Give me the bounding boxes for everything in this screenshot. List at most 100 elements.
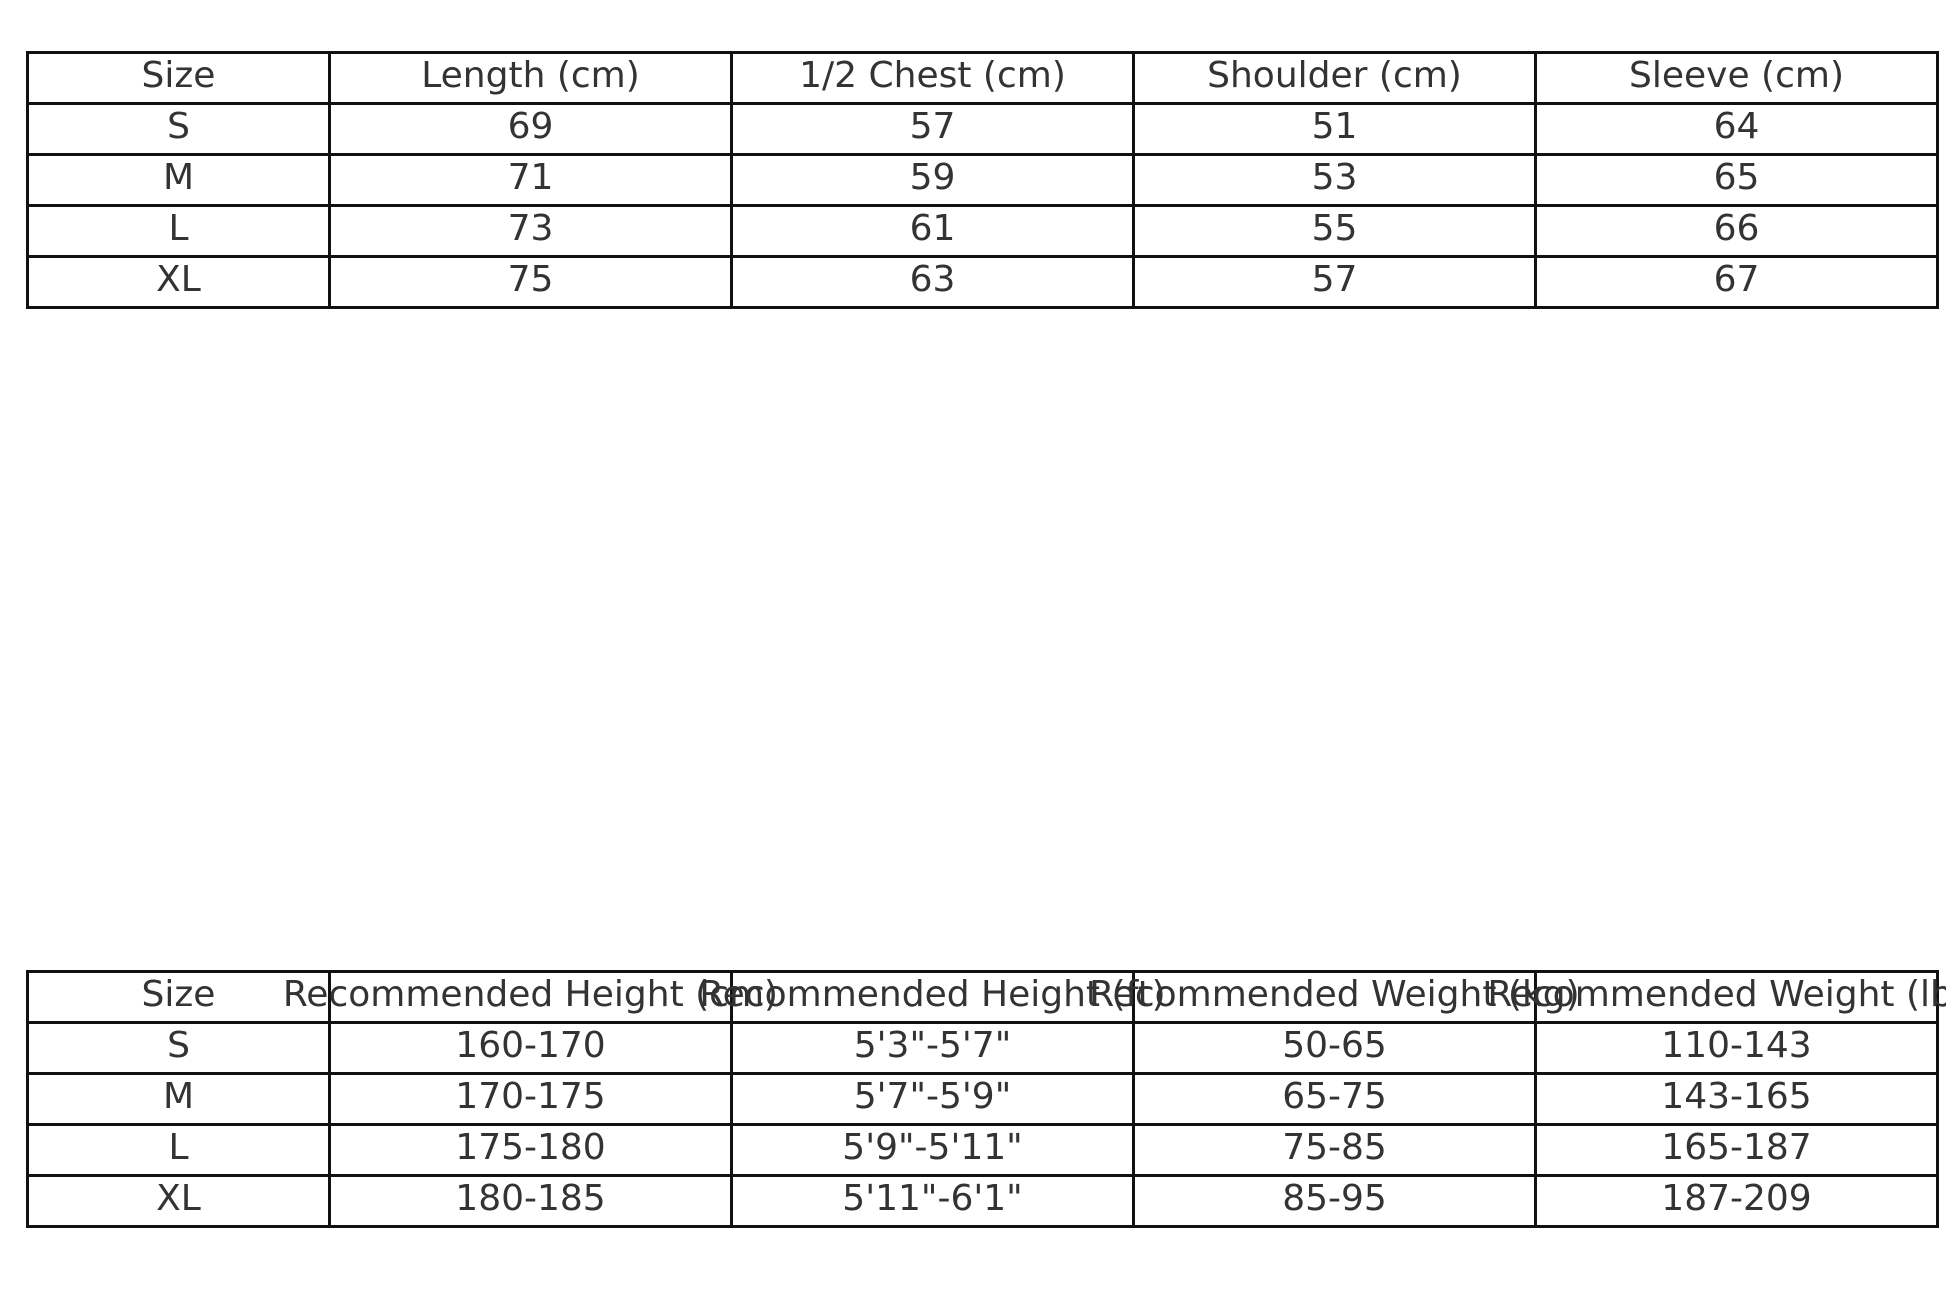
table-cell: 160-170	[328, 1021, 733, 1075]
table-cell: 143-165	[1534, 1072, 1939, 1126]
table-cell: 180-185	[328, 1174, 733, 1228]
table-cell: 61	[730, 204, 1135, 258]
table-cell: 187-209	[1534, 1174, 1939, 1228]
column-header: Size	[26, 970, 331, 1024]
cell-value: 143-165	[1661, 1076, 1812, 1118]
cell-value: L	[168, 208, 189, 250]
cell-value: S	[167, 106, 190, 148]
table-cell: 59	[730, 153, 1135, 207]
cell-value: M	[162, 157, 195, 199]
header-label: 1/2 Chest (cm)	[799, 55, 1066, 97]
cell-value: 180-185	[455, 1178, 606, 1220]
cell-value: M	[162, 1076, 195, 1118]
table-cell: 51	[1132, 102, 1537, 156]
cell-value: 51	[1311, 106, 1358, 148]
header-label: Recommended Height (ft)	[699, 974, 1166, 1016]
column-header: Recommended Weight (kg)	[1089, 970, 1580, 1024]
table-cell: 55	[1132, 204, 1537, 258]
header-row: Size Recommended Height (cm) Recommended H…	[26, 970, 1946, 1024]
table-cell: 50-65	[1132, 1021, 1537, 1075]
table-cell: XL	[26, 1174, 331, 1228]
column-header: Recommended Height (ft)	[699, 970, 1166, 1024]
header-label: Recommended Weight (kg)	[1089, 974, 1580, 1016]
cell-value: 5'11"-6'1"	[842, 1178, 1023, 1220]
column-header: Recommended Height (cm)	[283, 970, 778, 1024]
header-label: Shoulder (cm)	[1207, 55, 1462, 97]
table-cell: M	[26, 1072, 331, 1126]
cell-value: 71	[507, 157, 554, 199]
cell-value: 61	[909, 208, 956, 250]
cell-value: 73	[507, 208, 554, 250]
header-row: Size Length (cm) 1/2 Chest (cm) Shoulder (c…	[26, 51, 1939, 105]
table-cell: 71	[328, 153, 733, 207]
table-cell: 64	[1534, 102, 1939, 156]
table-row: S 69 57 51 64	[26, 102, 1939, 156]
cell-value: 64	[1713, 106, 1760, 148]
table-cell: XL	[26, 255, 331, 309]
cell-value: 50-65	[1282, 1025, 1387, 1067]
cell-value: XL	[156, 259, 201, 301]
table-cell: S	[26, 1021, 331, 1075]
cell-value: 160-170	[455, 1025, 606, 1067]
table-row: L 73 61 55 66	[26, 204, 1939, 258]
cell-value: 75	[507, 259, 554, 301]
cell-value: 65-75	[1282, 1076, 1387, 1118]
table-cell: S	[26, 102, 331, 156]
cell-value: 67	[1713, 259, 1760, 301]
cell-value: 66	[1713, 208, 1760, 250]
table-cell: 65-75	[1132, 1072, 1537, 1126]
column-header: Shoulder (cm)	[1132, 51, 1537, 105]
cell-value: 170-175	[455, 1076, 606, 1118]
cell-value: 5'3"-5'7"	[853, 1025, 1012, 1067]
table-cell: 53	[1132, 153, 1537, 207]
table-cell: 170-175	[328, 1072, 733, 1126]
table-cell: 165-187	[1534, 1123, 1939, 1177]
header-label: Recommended Weight (lbs)	[1487, 974, 1946, 1016]
table-row: XL 75 63 57 67	[26, 255, 1939, 309]
table-cell: 57	[730, 102, 1135, 156]
cell-value: 5'9"-5'11"	[842, 1127, 1023, 1169]
table-cell: 66	[1534, 204, 1939, 258]
measurements-table: Size Length (cm) 1/2 Chest (cm) Shoulder (c…	[26, 51, 1939, 309]
header-label: Length (cm)	[421, 55, 640, 97]
table-row: M 170-175 5'7"-5'9" 65-75 143-165	[26, 1072, 1939, 1126]
column-header: Recommended Weight (lbs)	[1487, 970, 1946, 1024]
table-cell: 5'9"-5'11"	[730, 1123, 1135, 1177]
table-cell: 69	[328, 102, 733, 156]
table-cell: 65	[1534, 153, 1939, 207]
cell-value: 5'7"-5'9"	[853, 1076, 1012, 1118]
cell-value: 187-209	[1661, 1178, 1812, 1220]
table-cell: 110-143	[1534, 1021, 1939, 1075]
table-row: XL 180-185 5'11"-6'1" 85-95 187-209	[26, 1174, 1939, 1228]
table-cell: M	[26, 153, 331, 207]
table-cell: 73	[328, 204, 733, 258]
cell-value: 57	[1311, 259, 1358, 301]
cell-value: 165-187	[1661, 1127, 1812, 1169]
cell-value: 65	[1713, 157, 1760, 199]
table-cell: 67	[1534, 255, 1939, 309]
header-label: Size	[141, 55, 216, 97]
table-cell: 63	[730, 255, 1135, 309]
column-header: Length (cm)	[328, 51, 733, 105]
cell-value: 69	[507, 106, 554, 148]
table-cell: L	[26, 204, 331, 258]
table-cell: 5'7"-5'9"	[730, 1072, 1135, 1126]
cell-value: 57	[909, 106, 956, 148]
cell-value: 175-180	[455, 1127, 606, 1169]
column-header: Sleeve (cm)	[1534, 51, 1939, 105]
table-row: M 71 59 53 65	[26, 153, 1939, 207]
cell-value: S	[167, 1025, 190, 1067]
table-cell: 5'11"-6'1"	[730, 1174, 1135, 1228]
column-header: 1/2 Chest (cm)	[730, 51, 1135, 105]
cell-value: 53	[1311, 157, 1358, 199]
table-cell: L	[26, 1123, 331, 1177]
cell-value: 55	[1311, 208, 1358, 250]
table-row: L 175-180 5'9"-5'11" 75-85 165-187	[26, 1123, 1939, 1177]
header-label: Size	[141, 974, 216, 1016]
table-cell: 175-180	[328, 1123, 733, 1177]
table-cell: 75-85	[1132, 1123, 1537, 1177]
cell-value: 63	[909, 259, 956, 301]
cell-value: 85-95	[1282, 1178, 1387, 1220]
cell-value: XL	[156, 1178, 201, 1220]
header-label: Recommended Height (cm)	[282, 974, 779, 1016]
